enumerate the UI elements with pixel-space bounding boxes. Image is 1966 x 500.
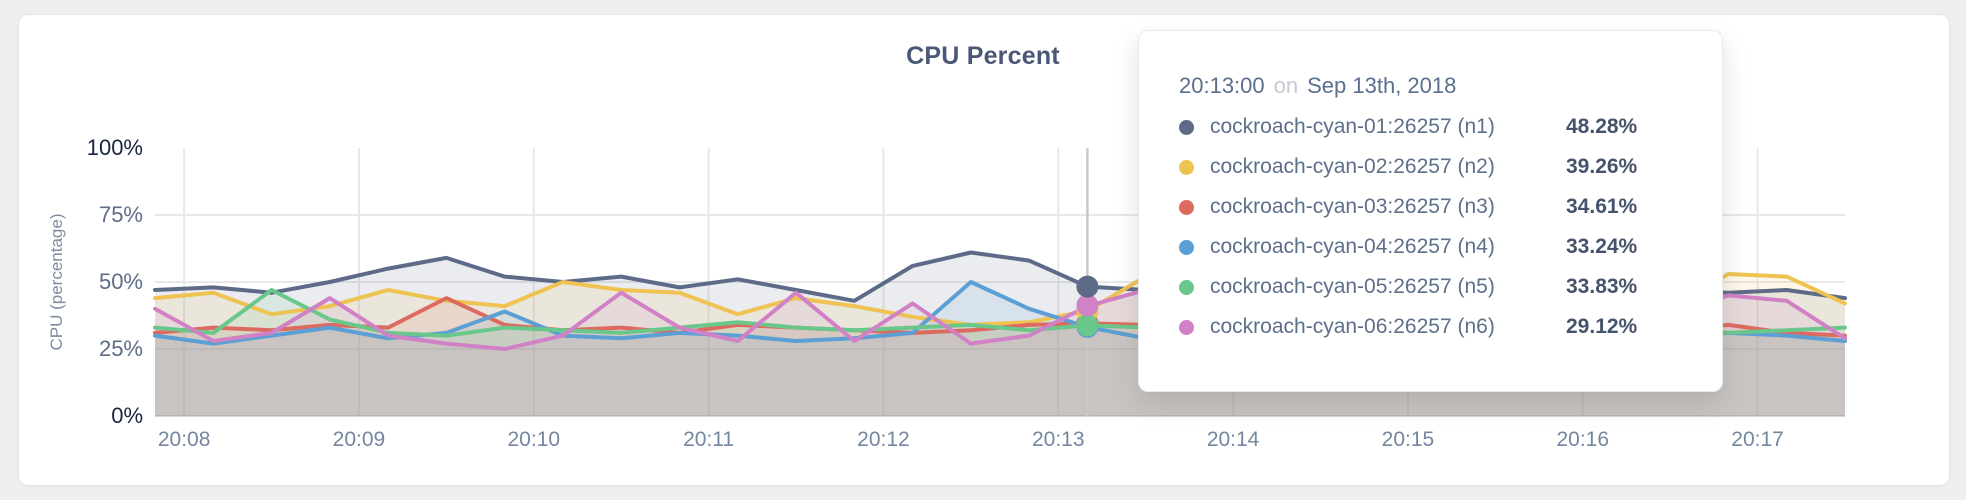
series-color-dot-icon [1179,199,1194,215]
tooltip-row: cockroach-cyan-05:26257 (n5) 33.83% [1179,267,1682,307]
hover-dot-n1 [1076,275,1099,298]
series-color-dot-icon [1179,159,1194,175]
tooltip-row: cockroach-cyan-02:26257 (n2) 39.26% [1179,147,1682,187]
x-axis-tick-label: 20:09 [332,428,386,451]
tooltip-row: cockroach-cyan-04:26257 (n4) 33.24% [1179,227,1682,267]
chart-title: CPU Percent [906,42,1060,70]
tooltip-series-name: cockroach-cyan-04:26257 (n4) [1210,235,1495,258]
tooltip-series-name: cockroach-cyan-05:26257 (n5) [1210,275,1495,298]
series-color-dot-icon [1179,279,1194,295]
x-axis-tick-label: 20:13 [1031,428,1085,451]
tooltip-series-value: 39.26% [1566,155,1638,178]
tooltip-series-value: 34.61% [1566,195,1638,218]
tooltip-rows: cockroach-cyan-01:26257 (n1) 48.28% cockro… [1179,107,1682,347]
tooltip-row: cockroach-cyan-03:26257 (n3) 34.61% [1179,187,1682,227]
tooltip-time: 20:13:00 [1179,73,1265,98]
tooltip-row: cockroach-cyan-06:26257 (n6) 29.12% [1179,307,1682,347]
x-axis-tick-label: 20:11 [683,428,735,451]
chart-tooltip: 20:13:00 on Sep 13th, 2018 cockroach-cyan-… [1138,30,1723,392]
tooltip-separator: on [1273,73,1299,98]
series-color-dot-icon [1179,119,1194,135]
tooltip-series-value: 48.28% [1566,115,1638,138]
y-axis-tick-label: 50% [98,269,143,294]
tooltip-series-name: cockroach-cyan-06:26257 (n6) [1210,315,1495,338]
x-axis-tick-label: 20:12 [857,428,910,451]
x-axis-tick-label: 20:14 [1206,428,1260,451]
tooltip-series-name: cockroach-cyan-03:26257 (n3) [1210,195,1495,218]
tooltip-series-value: 33.83% [1566,275,1638,298]
hover-dot-n5 [1076,314,1099,337]
tooltip-series-name: cockroach-cyan-01:26257 (n1) [1210,115,1495,138]
y-axis-tick-label: 0% [111,403,143,428]
x-axis-tick-label: 20:16 [1556,428,1610,451]
y-axis-tick-label: 25% [98,336,143,361]
series-color-dot-icon [1179,319,1194,335]
x-axis-tick-label: 20:17 [1731,428,1784,451]
x-axis-tick-label: 20:15 [1381,428,1435,451]
tooltip-series-name: cockroach-cyan-02:26257 (n2) [1210,155,1495,178]
tooltip-header: 20:13:00 on Sep 13th, 2018 [1179,65,1682,107]
tooltip-series-value: 33.24% [1566,235,1638,258]
y-axis-tick-label: 100% [86,135,143,160]
tooltip-row: cockroach-cyan-01:26257 (n1) 48.28% [1179,107,1682,147]
series-color-dot-icon [1179,239,1194,255]
hover-dot-n6 [1076,294,1099,317]
tooltip-date: Sep 13th, 2018 [1307,73,1457,98]
y-axis-tick-label: 75% [98,202,143,227]
x-axis-tick-label: 20:10 [507,428,561,451]
x-axis-tick-label: 20:08 [157,428,211,451]
tooltip-series-value: 29.12% [1566,315,1638,338]
